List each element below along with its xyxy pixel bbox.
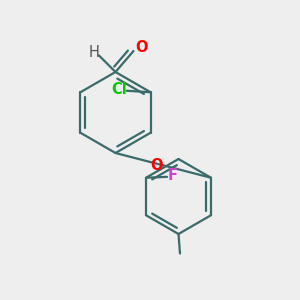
Text: Cl: Cl — [111, 82, 127, 97]
Text: O: O — [135, 40, 147, 56]
Text: F: F — [168, 168, 178, 183]
Text: H: H — [88, 45, 99, 60]
Text: O: O — [150, 158, 163, 173]
